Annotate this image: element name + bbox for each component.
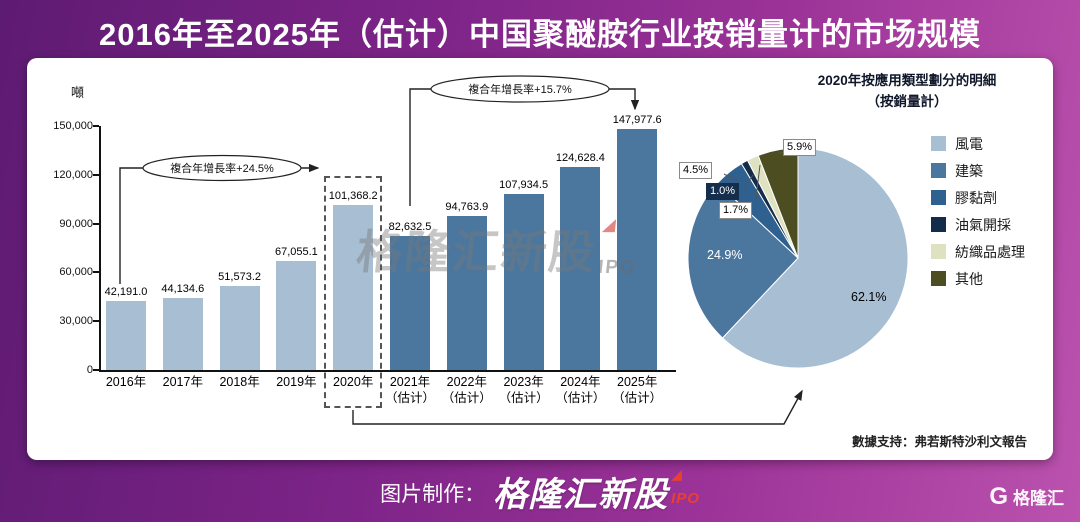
brand-ipo: IPO	[671, 490, 700, 507]
legend-item-建築: 建築	[931, 157, 1025, 184]
bar-2016年	[106, 301, 146, 370]
y-tick-label: 120,000	[53, 168, 93, 181]
x-axis-label: 2020年	[333, 375, 374, 389]
legend-label: 紡織品處理	[955, 243, 1025, 260]
bar-value-label: 101,368.2	[328, 190, 378, 202]
bar-2019年	[276, 261, 317, 370]
legend-swatch	[931, 271, 946, 286]
bar-2025年	[617, 129, 658, 370]
x-axis-label: 2017年	[162, 375, 203, 389]
pie-title-sub: （按銷量計）	[866, 93, 948, 109]
legend-label: 建築	[955, 162, 983, 179]
x-axis-label: 2025年 （估计）	[612, 375, 663, 405]
bar-2023年	[503, 194, 544, 370]
pie-label-construction: 24.9%	[707, 248, 743, 262]
bar-value-label: 82,632.5	[388, 221, 432, 233]
y-tick-mark	[93, 125, 99, 127]
legend-label: 風電	[955, 135, 983, 152]
x-axis-label: 2016年	[105, 375, 147, 389]
watermark-ipo: IPO	[596, 257, 638, 278]
footer-prefix: 图片制作：	[380, 483, 486, 506]
legend-item-紡織品處理: 紡織品處理	[931, 238, 1025, 265]
y-tick-label: 150,000	[53, 120, 93, 132]
legend-item-膠黏劑: 膠黏劑	[931, 184, 1025, 211]
legend-label: 膠黏劑	[955, 189, 997, 206]
pie-legend: 風電建築膠黏劑油氣開採紡織品處理其他	[931, 130, 1025, 292]
x-axis-label: 2018年	[219, 375, 260, 389]
y-tick-label: 60,000	[59, 266, 93, 279]
bar-2022年	[446, 216, 487, 370]
legend-item-風電: 風電	[931, 130, 1025, 157]
legend-swatch	[931, 244, 946, 259]
bar-2017年	[162, 298, 203, 370]
watermark-text: 格隆汇新股	[353, 226, 600, 278]
x-axis-label: 2021年 （估计）	[384, 375, 435, 405]
lightning-icon: ◢	[601, 215, 617, 234]
bar-value-label: 67,055.1	[274, 246, 318, 258]
gelonghui-logo-text: 格隆汇	[1013, 489, 1064, 508]
pie-label-other: 5.9%	[783, 139, 817, 156]
bar-value-label: 51,573.2	[218, 271, 261, 283]
bar-value-label: 124,628.4	[555, 152, 605, 164]
pie-label-adhesive: 4.5%	[679, 162, 713, 179]
legend-item-油氣開採: 油氣開採	[931, 211, 1025, 238]
bar-2020年	[333, 205, 374, 370]
bar-value-label: 42,191.0	[104, 286, 148, 298]
brand-logo: 格隆汇新股 ◢ IPO	[493, 467, 700, 516]
legend-swatch	[931, 190, 946, 205]
bar-value-label: 44,134.6	[161, 283, 205, 295]
gelonghui-logo: G 格隆汇	[989, 484, 1064, 509]
bar-value-label: 147,977.6	[612, 114, 662, 126]
bar-2018年	[219, 286, 260, 370]
footer-credit: 图片制作： 格隆汇新股 ◢ IPO	[0, 467, 1080, 516]
pie-title: 2020年按應用類型劃分的明細 （按銷量計）	[770, 71, 1044, 113]
y-tick-label: 30,000	[59, 315, 93, 328]
legend-label: 其他	[955, 270, 983, 287]
y-tick-mark	[93, 173, 99, 176]
x-axis-label: 2022年 （估计）	[441, 375, 492, 405]
legend-swatch	[931, 217, 946, 232]
pie-label-textile: 1.7%	[719, 202, 753, 219]
legend-swatch	[931, 136, 946, 151]
watermark: 格隆汇新股 ◢ IPO	[353, 215, 643, 282]
y-tick-label: 90,000	[59, 217, 93, 230]
x-axis-label: 2019年	[276, 375, 317, 389]
lightning-icon: ◢	[671, 466, 682, 482]
x-axis-label: 2024年 （估计）	[555, 375, 606, 405]
y-axis-unit: 噸	[71, 85, 85, 100]
y-tick-mark	[93, 222, 99, 225]
pie-label-oilgas: 1.0%	[706, 183, 740, 200]
x-axis-label: 2023年 （估计）	[498, 375, 549, 405]
pie-title-main: 2020年按應用類型劃分的明細	[817, 73, 997, 88]
legend-item-其他: 其他	[931, 265, 1025, 292]
highlight-2020-box	[324, 176, 382, 408]
pie-label-wind: 62.1%	[851, 290, 887, 304]
y-tick-label: 0	[86, 364, 93, 376]
bar-2021年	[390, 236, 430, 370]
g-logo-icon: G	[989, 482, 1008, 510]
page-title: 2016年至2025年（估计）中国聚醚胺行业按销量计的市场规模	[99, 17, 981, 52]
brand-text: 格隆汇新股	[493, 476, 669, 514]
y-tick-mark	[93, 369, 99, 371]
source-note: 數據支持：弗若斯特沙利文報告	[851, 435, 1027, 449]
y-tick-mark	[93, 271, 99, 274]
legend-label: 油氣開採	[955, 216, 1011, 233]
y-axis-line	[99, 126, 101, 372]
brand-tail: ◢ IPO	[671, 467, 700, 507]
chart-card: 噸 0 30,000 60,000 90,000 120,000 150,000 42,19…	[27, 58, 1053, 460]
bar-value-label: 94,763.9	[445, 201, 489, 213]
watermark-tail: ◢ IPO	[596, 215, 642, 279]
y-tick-mark	[93, 320, 99, 323]
bar-value-label: 107,934.5	[499, 179, 549, 191]
x-axis-line	[99, 370, 676, 372]
legend-swatch	[931, 163, 946, 178]
bar-2024年	[560, 167, 601, 370]
